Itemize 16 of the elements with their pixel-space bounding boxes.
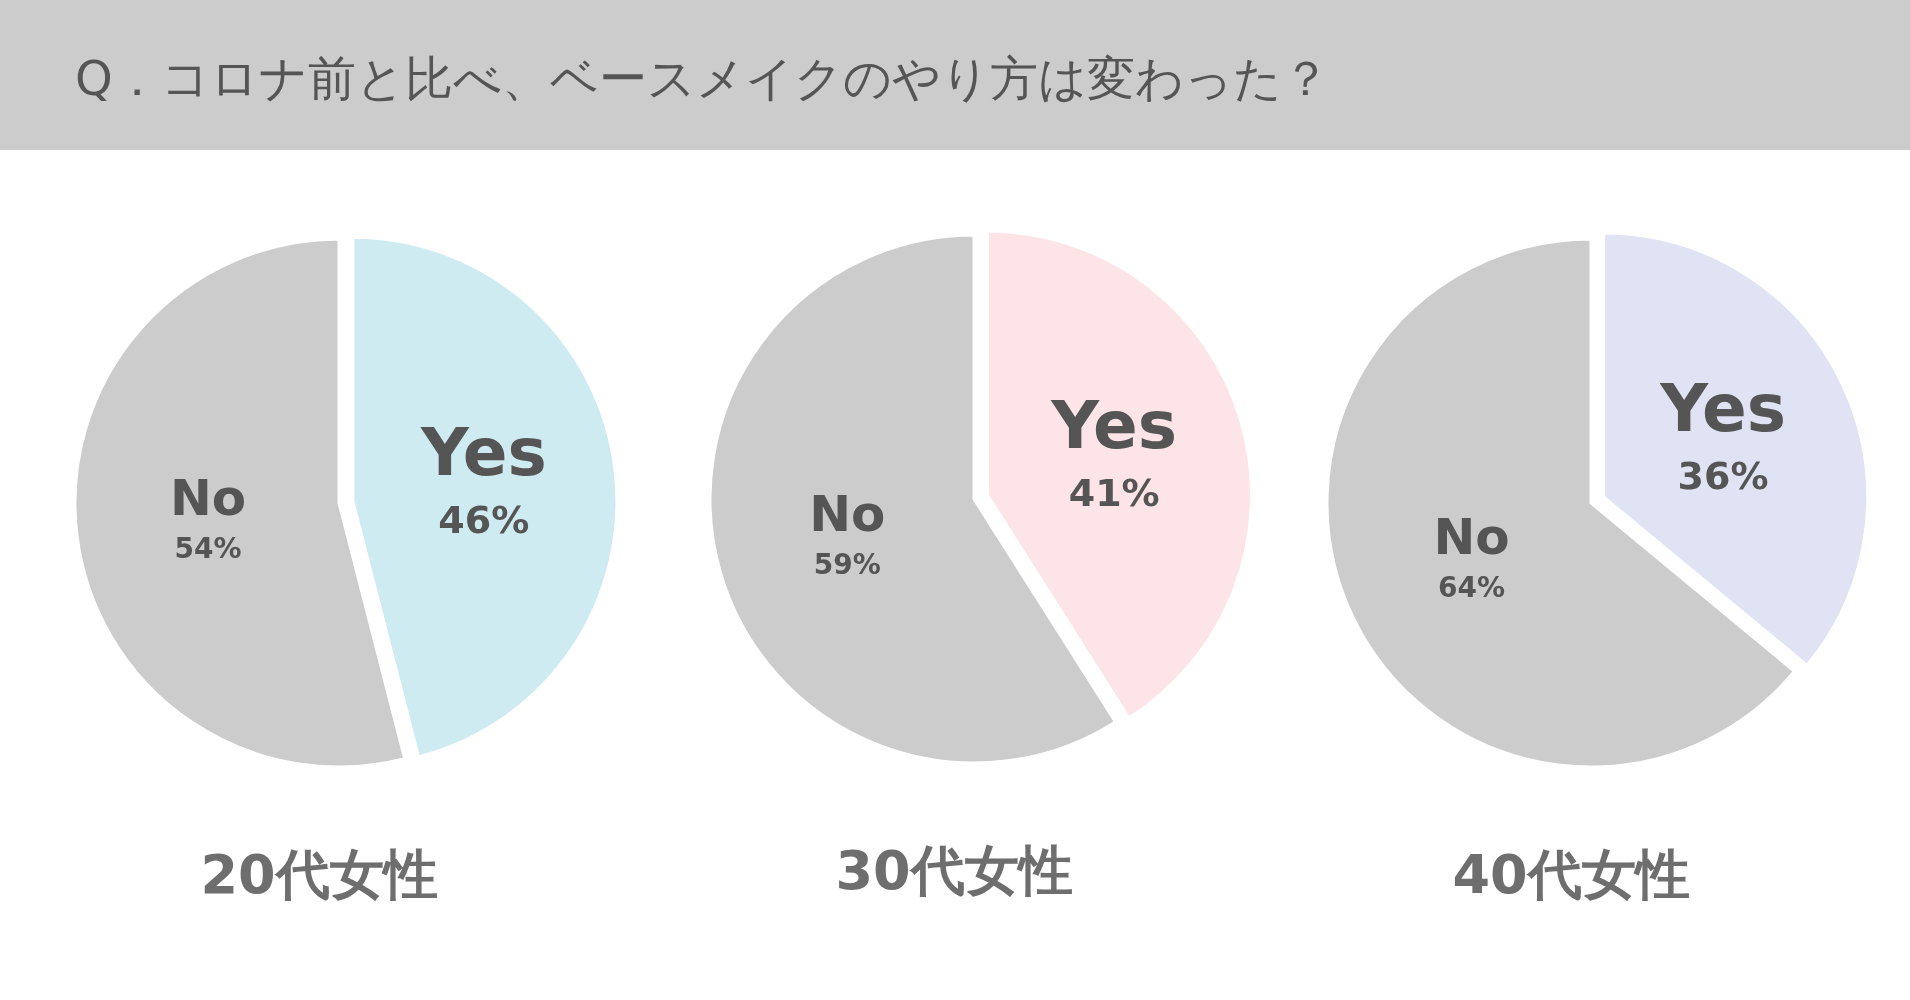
slice-label: Yes bbox=[419, 413, 547, 491]
slice-label: No bbox=[809, 484, 886, 543]
data-label: 46% bbox=[438, 497, 530, 542]
data-label: 64% bbox=[1438, 571, 1506, 605]
text: 20代女性 bbox=[200, 843, 438, 906]
data-label: 36% bbox=[1677, 453, 1769, 498]
text: 40代女性 bbox=[1452, 843, 1690, 906]
data-label: 54% bbox=[174, 531, 242, 565]
slice-label: Yes bbox=[1050, 387, 1178, 465]
slice-label: No bbox=[1433, 508, 1510, 567]
text: 30代女性 bbox=[835, 839, 1073, 902]
slice-label: Yes bbox=[1659, 369, 1786, 447]
slice-label: No bbox=[169, 468, 247, 527]
data-label: 41% bbox=[1068, 471, 1160, 516]
data-label: 59% bbox=[813, 547, 881, 581]
text: Q．コロナ前と比べ、ベースメイクのやり方は変わった？ bbox=[75, 50, 1330, 106]
